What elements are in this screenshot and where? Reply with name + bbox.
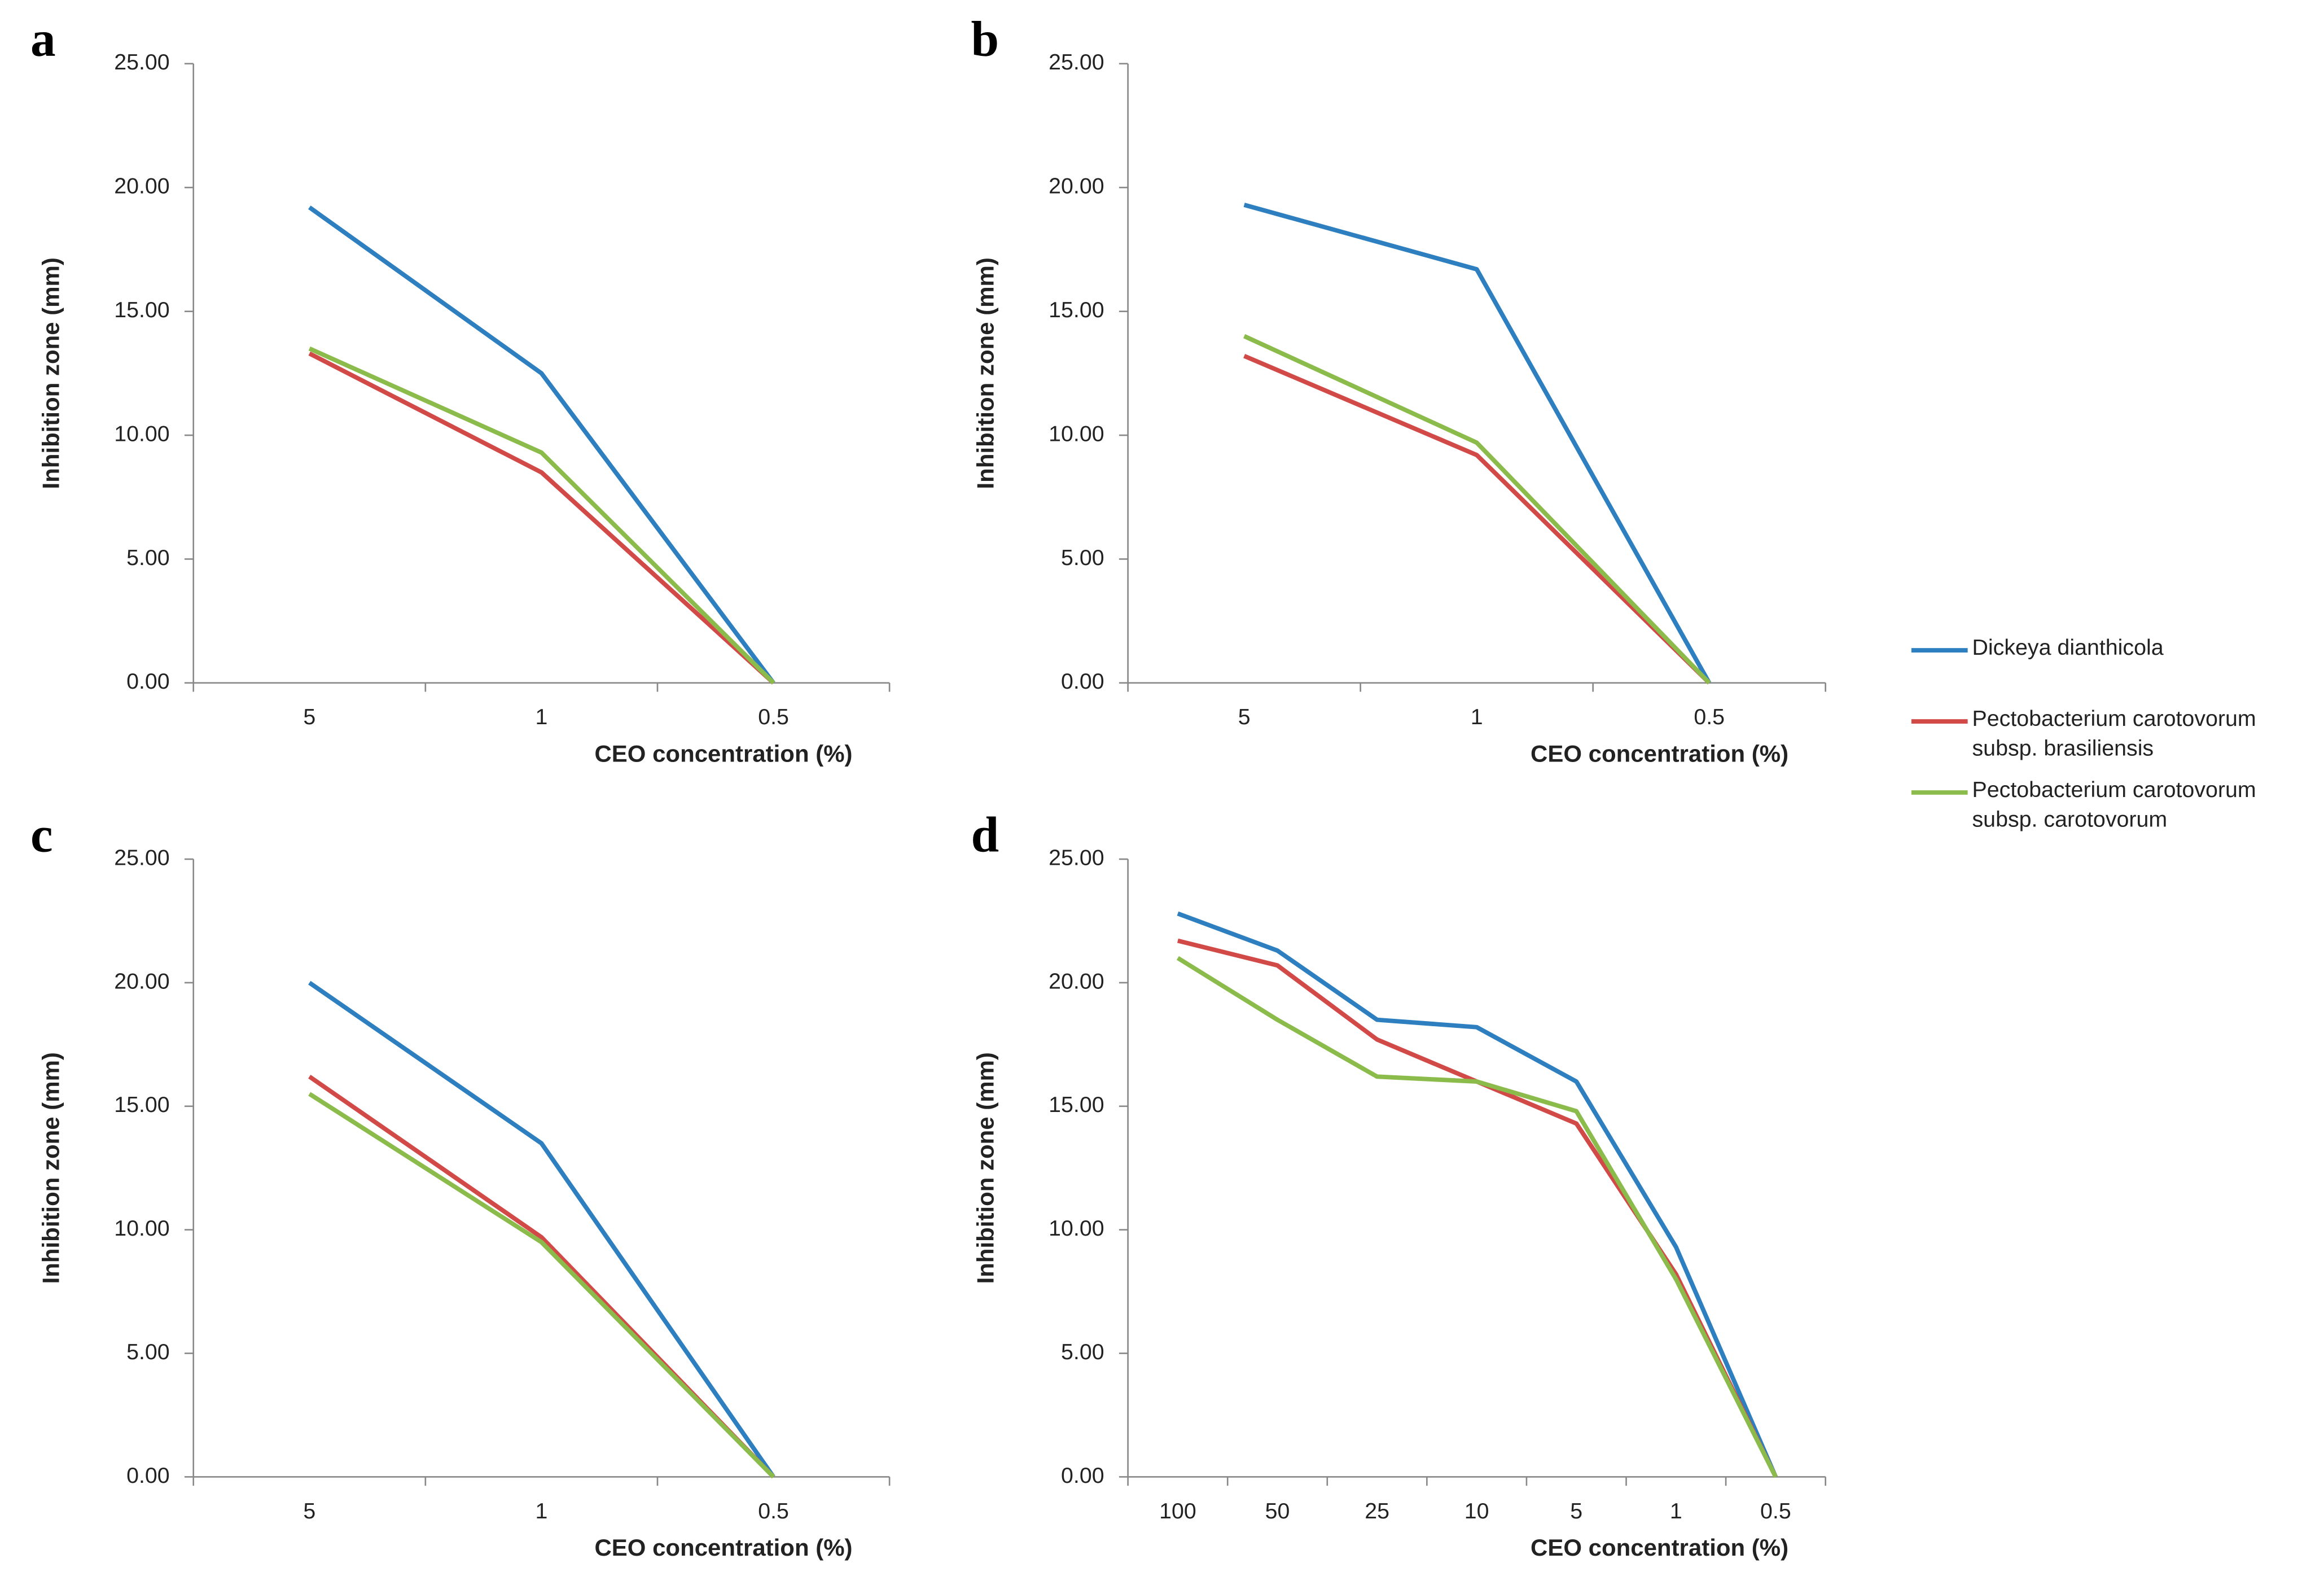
x-axis-title: CEO concentration (%) <box>594 740 852 767</box>
legend-label: Dickeya dianthicola <box>1972 635 2164 661</box>
y-tick-label: 25.00 <box>1049 50 1104 75</box>
y-axis-title: Inhibition zone (mm) <box>37 257 64 489</box>
y-tick-label: 10.00 <box>114 421 170 446</box>
x-tick-label: 25 <box>1365 1499 1389 1523</box>
y-tick-label: 20.00 <box>1049 969 1104 993</box>
y-tick-label: 5.00 <box>1061 1339 1104 1364</box>
y-axis-title: Inhibition zone (mm) <box>972 257 998 489</box>
panel-label: c <box>30 807 53 862</box>
legend-label: Pectobacterium carotovorum subsp. brasil… <box>1972 706 2256 761</box>
x-tick-label: 1 <box>535 1499 547 1523</box>
legend-entry: Pectobacterium carotovorum subsp. brasil… <box>1972 706 2256 761</box>
x-axis-title: CEO concentration (%) <box>1531 1534 1788 1561</box>
series-line <box>308 1092 775 1479</box>
series-line <box>308 980 775 1478</box>
y-tick-label: 25.00 <box>114 845 170 870</box>
y-tick-label: 0.00 <box>1061 1463 1104 1488</box>
y-tick-label: 20.00 <box>1049 174 1104 199</box>
x-tick-label: 5 <box>1570 1499 1582 1523</box>
x-tick-label: 1 <box>1670 1499 1682 1523</box>
series-line <box>308 351 775 685</box>
series-line <box>1177 911 1778 1478</box>
y-tick-label: 20.00 <box>114 969 170 993</box>
y-tick-label: 5.00 <box>1061 545 1104 570</box>
series-line <box>1243 353 1711 685</box>
y-tick-label: 0.00 <box>126 669 170 694</box>
x-tick-label: 0.5 <box>1694 704 1725 729</box>
legend-entry: Pectobacterium carotovorum subsp. caroto… <box>1972 777 2256 833</box>
y-axis-title: Inhibition zone (mm) <box>972 1052 998 1284</box>
y-tick-label: 15.00 <box>1049 1092 1104 1117</box>
legend-entry: Dickeya dianthicola <box>1972 635 2164 661</box>
panel-label: b <box>971 11 999 67</box>
y-tick-label: 15.00 <box>1049 297 1104 322</box>
x-tick-label: 0.5 <box>758 704 789 729</box>
y-tick-label: 15.00 <box>114 297 170 322</box>
x-tick-label: 1 <box>535 704 547 729</box>
y-tick-label: 10.00 <box>1049 421 1104 446</box>
y-tick-label: 0.00 <box>126 1463 170 1488</box>
y-tick-label: 10.00 <box>1049 1216 1104 1241</box>
y-tick-label: 25.00 <box>114 50 170 75</box>
y-tick-label: 5.00 <box>126 545 170 570</box>
x-tick-label: 0.5 <box>1760 1499 1791 1523</box>
series-line <box>1243 334 1711 685</box>
y-tick-label: 20.00 <box>114 174 170 199</box>
x-tick-label: 0.5 <box>758 1499 789 1523</box>
y-tick-label: 10.00 <box>114 1216 170 1241</box>
panel-label: d <box>971 807 999 862</box>
series-line <box>308 346 775 685</box>
series-line <box>308 205 775 685</box>
y-tick-label: 5.00 <box>126 1339 170 1364</box>
y-tick-label: 0.00 <box>1061 669 1104 694</box>
y-tick-label: 25.00 <box>1049 845 1104 870</box>
x-axis-title: CEO concentration (%) <box>1531 740 1788 767</box>
legend-label: Pectobacterium carotovorum subsp. caroto… <box>1972 777 2256 833</box>
y-tick-label: 15.00 <box>114 1092 170 1117</box>
x-tick-label: 5 <box>1238 704 1251 729</box>
y-axis-title: Inhibition zone (mm) <box>37 1052 64 1284</box>
x-tick-label: 5 <box>303 704 315 729</box>
x-tick-label: 100 <box>1159 1499 1196 1523</box>
series-line <box>1176 956 1778 1478</box>
series-line <box>1177 938 1778 1478</box>
series-line <box>1243 203 1712 684</box>
x-tick-label: 5 <box>303 1499 315 1523</box>
panel-label: a <box>30 11 56 67</box>
x-tick-label: 1 <box>1471 704 1483 729</box>
x-tick-label: 50 <box>1265 1499 1290 1523</box>
x-axis-title: CEO concentration (%) <box>594 1534 852 1561</box>
x-tick-label: 10 <box>1464 1499 1489 1523</box>
